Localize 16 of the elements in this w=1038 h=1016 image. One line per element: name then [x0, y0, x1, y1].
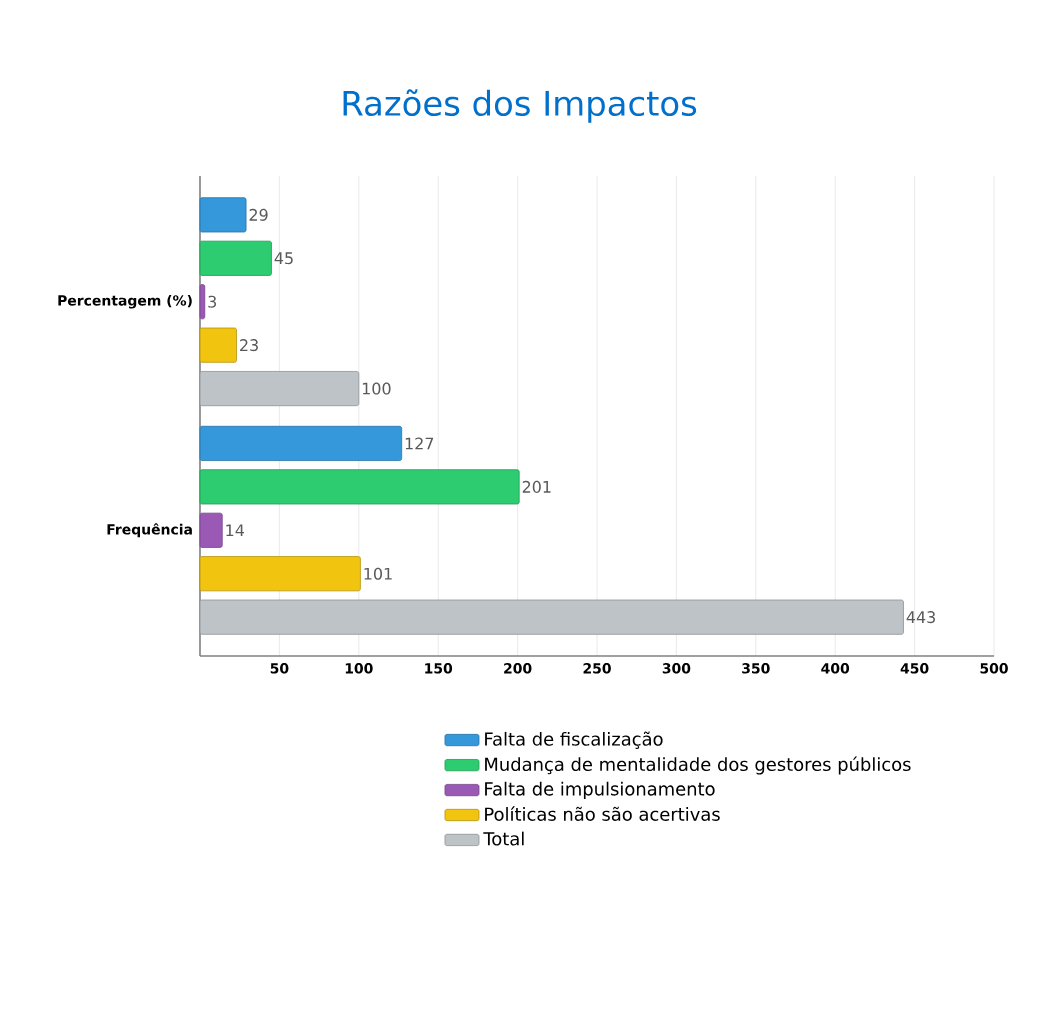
bar	[199, 425, 403, 461]
bar	[199, 599, 904, 635]
bar	[199, 371, 360, 407]
bar	[199, 197, 247, 233]
legend-label: Mudança de mentalidade dos gestores públicos	[485, 756, 911, 775]
chart-title: Razões dos Impactos	[343, 89, 697, 123]
bar	[199, 327, 237, 363]
legend-label: Total	[483, 831, 524, 846]
bar	[199, 469, 520, 505]
bar	[199, 556, 361, 592]
bar	[199, 240, 272, 276]
legend-label: Falta de fiscalização	[485, 731, 663, 749]
bar	[199, 284, 206, 320]
legend-label: Políticas não são acertivas	[485, 806, 720, 821]
bar	[199, 512, 223, 548]
legend-label: Falta de impulsionamento	[485, 781, 715, 800]
